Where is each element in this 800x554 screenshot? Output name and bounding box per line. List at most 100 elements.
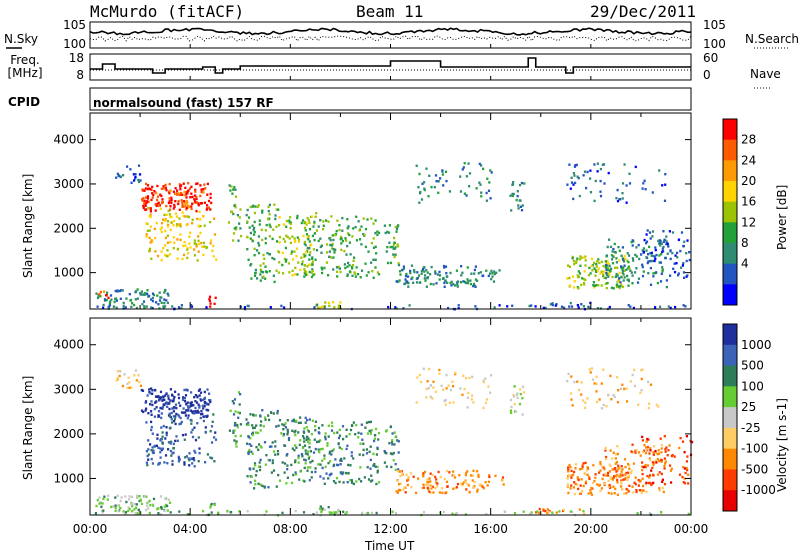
velocity-cell — [185, 388, 188, 391]
power-cell — [366, 218, 369, 221]
velocity-cell — [513, 385, 516, 388]
velocity-cell — [429, 480, 432, 483]
velocity-cell — [574, 467, 577, 470]
power-cell — [197, 239, 200, 242]
power-cell — [348, 264, 351, 267]
velocity-cell — [250, 450, 253, 454]
power-cell — [186, 206, 189, 210]
velocity-cell — [360, 423, 363, 426]
velocity-cell — [274, 440, 277, 443]
power-cell — [141, 199, 144, 202]
velocity-cell — [641, 477, 644, 480]
velocity-cell — [207, 403, 210, 406]
velocity-cell — [174, 439, 177, 443]
velocity-cell — [163, 509, 166, 513]
power-cell — [277, 208, 280, 211]
velocity-cell — [342, 471, 345, 474]
power-cell — [303, 275, 306, 278]
velocity-cell — [251, 433, 254, 437]
power-cell — [209, 305, 212, 308]
power-cell — [443, 266, 446, 269]
power-cell — [265, 223, 268, 227]
velocity-cell — [307, 437, 310, 440]
power-cell — [618, 249, 621, 252]
velocity-cell — [544, 509, 547, 513]
power-cell — [424, 274, 427, 277]
velocity-cell — [660, 451, 663, 454]
power-cell — [413, 270, 416, 274]
power-cell — [578, 194, 581, 198]
power-cell — [683, 240, 686, 243]
power-cell — [95, 292, 98, 295]
velocity-cell — [427, 387, 430, 390]
velocity-cell — [168, 501, 172, 504]
power-cell — [288, 271, 291, 274]
power-cell — [149, 225, 152, 228]
power-cell — [352, 259, 355, 262]
velocity-cell — [623, 458, 627, 461]
power-cell — [618, 285, 621, 288]
power-cell — [188, 187, 192, 190]
velocity-cell — [385, 430, 388, 433]
power-colorbar-swatch — [723, 181, 737, 203]
power-cell — [145, 305, 148, 308]
power-cell — [623, 264, 626, 267]
power-cell — [647, 260, 650, 263]
power-cell — [275, 269, 278, 272]
velocity-cell — [327, 435, 330, 438]
power-cell — [394, 253, 397, 256]
velocity-cell — [261, 484, 264, 488]
velocity-cell — [333, 511, 336, 514]
power-cell — [148, 214, 151, 218]
velocity-cell — [649, 447, 652, 450]
power-cell — [305, 221, 308, 225]
power-cell — [333, 248, 336, 252]
velocity-cell — [479, 483, 482, 486]
velocity-cell — [570, 398, 573, 401]
power-cell — [594, 269, 597, 272]
velocity-cell — [293, 420, 296, 423]
velocity-cell — [317, 426, 321, 430]
velocity-cell — [584, 472, 587, 476]
power-cell — [246, 248, 249, 251]
power-cell — [129, 298, 133, 302]
power-cell — [660, 242, 664, 245]
velocity-cell — [581, 465, 584, 468]
freq-right-tick-label: 0 — [703, 68, 711, 82]
velocity-cell — [150, 420, 153, 424]
velocity-cell — [389, 452, 392, 455]
power-cell — [370, 241, 373, 245]
power-cell — [249, 205, 252, 209]
velocity-cell — [247, 423, 250, 427]
velocity-cell — [460, 482, 463, 486]
power-cell — [651, 191, 654, 194]
velocity-cell — [187, 409, 190, 412]
power-cell — [424, 279, 427, 282]
power-cell — [165, 213, 168, 216]
velocity-cell — [193, 449, 196, 453]
velocity-cell — [578, 388, 581, 392]
velocity-cell — [150, 449, 153, 452]
velocity-cell — [172, 442, 175, 446]
power-cell — [195, 195, 198, 199]
power-cell — [309, 251, 312, 254]
velocity-cell — [102, 509, 105, 512]
velocity-cell — [588, 477, 591, 480]
power-cell — [227, 221, 231, 224]
velocity-cell — [177, 455, 180, 459]
power-cell — [303, 268, 306, 271]
velocity-cell — [236, 423, 239, 427]
power-cell — [167, 190, 171, 193]
velocity-cell — [647, 481, 650, 485]
velocity-cell — [402, 488, 405, 491]
power-cell — [407, 275, 410, 278]
velocity-cell — [318, 450, 321, 454]
velocity-cell — [259, 483, 262, 486]
power-cell — [460, 274, 463, 277]
power-cell — [357, 273, 360, 276]
power-cell — [147, 207, 150, 210]
power-cell — [418, 274, 421, 277]
velocity-cell — [660, 460, 663, 463]
velocity-cell — [291, 481, 294, 485]
velocity-cell — [464, 473, 467, 477]
